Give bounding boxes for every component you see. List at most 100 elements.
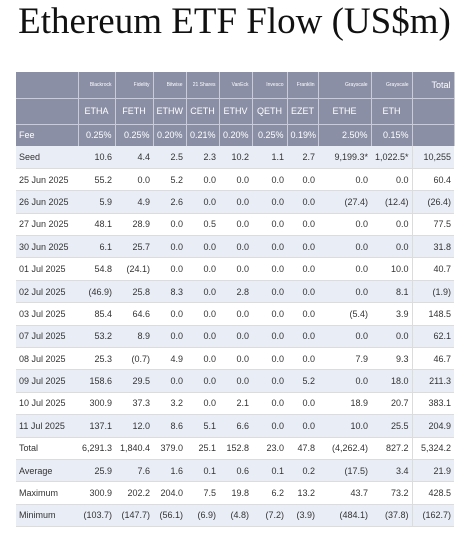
issuer-header: Franklin (287, 72, 319, 98)
table-cell: 62.1 (411, 325, 454, 349)
etf-flow-table: Blackrock Fidelity Bitwise 21 Shares VanEck I… (16, 72, 455, 528)
table-cell: 0.0 (287, 213, 318, 237)
table-cell: 0.0 (318, 168, 371, 192)
table-cell: 0.0 (186, 369, 219, 393)
table-cell: 7.9 (318, 347, 371, 371)
table-cell: 0.0 (318, 325, 371, 349)
ticker-header: CETH (186, 97, 220, 124)
table-cell: 0.0 (252, 213, 287, 237)
ticker-header: ETH (371, 97, 413, 124)
row-label: 01 Jul 2025 (16, 257, 78, 281)
table-cell: 0.0 (153, 257, 186, 281)
row-label: 10 Jul 2025 (16, 392, 78, 416)
table-cell: 85.4 (78, 302, 115, 326)
table-cell: 0.0 (287, 168, 318, 192)
table-cell: 37.3 (115, 392, 153, 416)
table-cell: 9,199.3* (318, 146, 371, 169)
table-cell: 46.7 (411, 347, 454, 371)
issuer-header: Grayscale (318, 72, 372, 98)
row-label: 26 Jun 2025 (16, 190, 78, 214)
row-label: 07 Jul 2025 (16, 325, 78, 349)
table-cell: 7.5 (186, 481, 219, 505)
table-row: 26 Jun 2025 5.9 4.9 2.6 0.0 0.0 0.0 0.0 (27.4) (1… (16, 190, 454, 214)
table-row: 27 Jun 2025 48.1 28.9 0.0 0.5 0.0 0.0 0.0 0.0 0.0… (16, 213, 454, 237)
fee-cell: 0.25% (115, 123, 154, 146)
table-cell: 0.0 (371, 235, 412, 259)
row-label: Total (16, 437, 78, 460)
table-cell: (4.8) (219, 504, 252, 528)
table-cell: 12.0 (115, 414, 153, 438)
table-cell: 10.6 (78, 146, 115, 169)
table-cell: 204.0 (153, 481, 186, 505)
table-cell: 152.8 (219, 437, 252, 460)
etf-flow-table-container: Blackrock Fidelity Bitwise 21 Shares VanEck I… (16, 72, 455, 528)
table-cell: (6.9) (186, 504, 219, 528)
table-cell: 55.2 (78, 168, 115, 192)
table-cell: 4.9 (153, 347, 186, 371)
issuer-header: VanEck (219, 72, 253, 98)
table-cell: (103.7) (78, 504, 115, 528)
table-cell: 0.1 (186, 459, 219, 483)
table-cell: 2.5 (153, 146, 186, 169)
table-cell: 6.2 (252, 481, 287, 505)
table-cell: 383.1 (411, 392, 454, 416)
table-row: 03 Jul 2025 85.4 64.6 0.0 0.0 0.0 0.0 0.0 (5.4) 3… (16, 302, 454, 326)
fee-cell: 0.19% (287, 123, 319, 146)
ticker-header-row: ETHA FETH ETHW CETH ETHV QETH EZET ETHE ETH (16, 97, 455, 124)
issuer-header: Bitwise (153, 72, 187, 98)
table-cell: 53.2 (78, 325, 115, 349)
page-title: Ethereum ETF Flow (US$m) (18, 1, 451, 42)
table-cell: 0.0 (186, 325, 219, 349)
table-cell: 8.3 (153, 280, 186, 304)
table-cell: 0.0 (371, 168, 412, 192)
table-cell: 10.0 (371, 257, 412, 281)
table-cell: 2.7 (287, 146, 318, 169)
table-cell: 0.0 (287, 392, 318, 416)
table-cell: 8.1 (371, 280, 412, 304)
table-cell: (17.5) (318, 459, 371, 483)
table-cell: 54.8 (78, 257, 115, 281)
table-cell: 0.0 (153, 325, 186, 349)
table-cell: 3.4 (371, 459, 412, 483)
table-cell: 0.2 (287, 459, 318, 483)
table-cell: 23.0 (252, 437, 287, 460)
table-row: 02 Jul 2025 (46.9) 25.8 8.3 0.0 2.8 0.0 0.0 0.0 8… (16, 280, 454, 304)
table-cell: 77.5 (411, 213, 454, 237)
table-cell: 0.0 (252, 325, 287, 349)
table-cell: 204.9 (411, 414, 454, 438)
table-cell: 0.0 (186, 257, 219, 281)
table-cell: 25.3 (78, 347, 115, 371)
table-cell: 5.9 (78, 190, 115, 214)
table-cell: 0.0 (252, 369, 287, 393)
table-cell: 2.8 (219, 280, 252, 304)
ticker-header: EZET (287, 97, 319, 124)
issuer-header: 21 Shares (186, 72, 220, 98)
row-label: Average (16, 459, 78, 483)
table-cell: 1.1 (252, 146, 287, 169)
table-cell: 0.0 (186, 347, 219, 371)
table-cell: 64.6 (115, 302, 153, 326)
table-cell: 1.6 (153, 459, 186, 483)
table-cell: 0.0 (318, 369, 371, 393)
table-cell: 5,324.2 (411, 437, 454, 460)
table-cell: (56.1) (153, 504, 186, 528)
table-cell: 25.7 (115, 235, 153, 259)
table-cell: 0.0 (186, 392, 219, 416)
table-cell: (0.7) (115, 347, 153, 371)
table-cell: 5.1 (186, 414, 219, 438)
table-cell: 2.6 (153, 190, 186, 214)
table-cell: 137.1 (78, 414, 115, 438)
table-row: 01 Jul 2025 54.8 (24.1) 0.0 0.0 0.0 0.0 0.0 0.0 1… (16, 257, 454, 281)
table-cell: 25.8 (115, 280, 153, 304)
table-cell: 0.0 (252, 302, 287, 326)
issuer-header: Invesco (252, 72, 288, 98)
table-cell: 25.1 (186, 437, 219, 460)
issuer-header: Fidelity (115, 72, 154, 98)
header-corner (16, 97, 79, 124)
table-cell: 0.0 (318, 213, 371, 237)
table-row: 30 Jun 2025 6.1 25.7 0.0 0.0 0.0 0.0 0.0 0.0 0.0 3… (16, 235, 454, 259)
table-cell: 6.6 (219, 414, 252, 438)
table-cell: (4,262.4) (318, 437, 371, 460)
issuer-header: Grayscale (371, 72, 413, 98)
table-cell: 300.9 (78, 392, 115, 416)
